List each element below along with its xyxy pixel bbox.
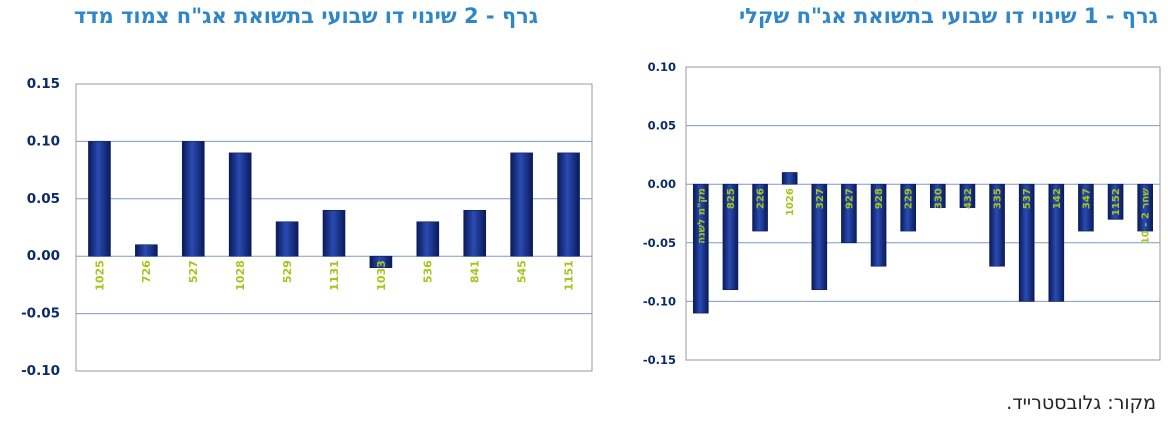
chart1-bar	[1078, 183, 1094, 232]
chart1-title: גרף - 1 שינוי דו שבועי בתשואת אג"ח שקלי	[739, 4, 1158, 28]
chart2-bar	[181, 141, 205, 257]
chart2-category-label: 545	[515, 260, 528, 283]
chart2-bar	[416, 221, 440, 257]
chart2-bar	[557, 152, 580, 257]
chart1-bar	[1048, 183, 1065, 302]
chart1-ytick-label: -0.10	[643, 294, 676, 308]
chart1-category-label: 927	[844, 188, 855, 209]
chart2-category-label: 529	[281, 260, 294, 283]
chart1-category-label: 1152	[1111, 188, 1122, 216]
chart1-category-label: 928	[874, 188, 885, 209]
chart1-ytick-label: 0.00	[648, 177, 676, 191]
chart1-bar	[930, 183, 946, 208]
chart1-ytick-label: -0.15	[643, 353, 676, 367]
chart1-category-label: 142	[1052, 188, 1063, 209]
chart2-ytick-label: 0.05	[27, 191, 60, 207]
chart1-bar	[722, 183, 739, 290]
chart1-bar	[841, 183, 857, 244]
chart1-bar	[1018, 183, 1035, 302]
source-note: מקור: גלובסטרייד.	[1006, 392, 1156, 414]
chart2-category-label: 1151	[562, 260, 575, 291]
chart1-bar	[781, 172, 798, 185]
chart2-bar	[228, 152, 252, 257]
chart2-category-label: 841	[469, 260, 482, 283]
chart1-category-label: 335	[993, 188, 1004, 209]
chart2-category-label: 726	[140, 260, 153, 283]
chart1-category-label: 226	[756, 188, 767, 209]
chart1-bar	[811, 183, 828, 290]
chart2-category-label: 1025	[93, 260, 106, 291]
chart2-bar	[369, 255, 393, 268]
chart1-bar	[989, 183, 1005, 267]
chart2-category-label: 527	[187, 260, 200, 283]
chart2-category-label: 1033	[375, 260, 388, 291]
chart1-category-label: 432	[963, 188, 974, 209]
chart1-bar	[959, 183, 976, 208]
chart1-frame	[685, 66, 1161, 361]
chart1-plot: 0.10 0.05 0.00 -0.05 -0.10 -0.15 מק"מ לשנה 825 2…	[643, 60, 1161, 367]
chart1-ytick-label: 0.05	[648, 119, 676, 133]
chart1-category-label: שחר 2 - 10	[1141, 188, 1152, 244]
chart2-category-label: 1028	[234, 260, 247, 291]
chart2-bar	[322, 209, 346, 257]
chart1-category-label: מק"מ לשנה	[696, 188, 707, 244]
chart1-bar	[1137, 183, 1153, 232]
chart1-bar	[870, 183, 887, 267]
chart2-ytick-label: -0.10	[21, 363, 60, 379]
chart2-ytick-label: -0.05	[21, 306, 60, 322]
chart2-bar	[135, 244, 158, 257]
chart2-category-label: 1131	[328, 260, 341, 291]
chart1-bar	[752, 183, 768, 232]
chart2-plot: 0.15 0.10 0.05 0.00 -0.05 -0.10 1025 726 527 1028…	[21, 76, 593, 379]
chart2-ytick-label: 0.00	[27, 248, 60, 264]
chart2-ytick-label: 0.15	[27, 76, 60, 92]
chart2-category-label: 536	[422, 260, 435, 283]
chart1-category-label: 330	[933, 188, 944, 209]
chart2-ytick-label: 0.10	[27, 133, 60, 149]
chart1-category-label: 825	[726, 188, 737, 209]
chart2-frame	[75, 83, 593, 372]
chart2-title: גרף - 2 שינוי דו שבועי בתשואת אג"ח צמוד …	[73, 4, 539, 28]
chart1-ytick-label: -0.05	[643, 236, 676, 250]
chart1-category-label: 327	[815, 188, 826, 209]
chart1-category-label: 1026	[785, 188, 796, 216]
chart2-bar	[510, 152, 533, 257]
chart1-bar	[1107, 183, 1124, 220]
chart2-bar	[275, 221, 299, 257]
chart1-category-label: 229	[904, 188, 915, 209]
chart1-bar	[900, 183, 916, 232]
chart2-bar	[463, 209, 487, 257]
chart1-category-label: 347	[1081, 188, 1092, 209]
chart1-category-label: 537	[1022, 188, 1033, 209]
chart1-ytick-label: 0.10	[648, 60, 676, 74]
chart1-bar	[693, 183, 709, 314]
chart2-bar	[88, 141, 111, 257]
